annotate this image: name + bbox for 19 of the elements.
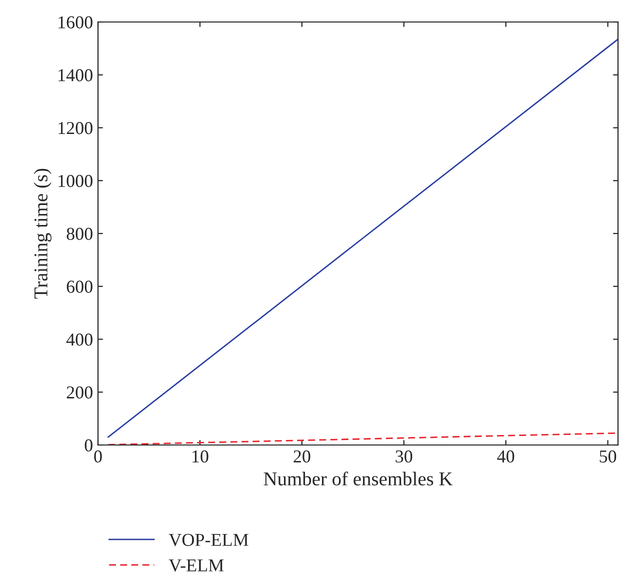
y-tick-label: 1200 <box>58 122 92 134</box>
x-tick-label: 20 <box>294 450 310 463</box>
x-tick-label: 40 <box>497 450 514 463</box>
x-tick-label: 0 <box>94 450 102 463</box>
y-tick-label: 1400 <box>58 69 92 82</box>
y-tick-label: 600 <box>66 280 92 293</box>
y-tick-label: 200 <box>66 386 92 399</box>
x-tick-label: 10 <box>192 450 208 463</box>
y-tick-label: 1600 <box>58 16 92 28</box>
x-tick-label: 50 <box>600 450 616 463</box>
x-tick-label: 30 <box>396 450 412 463</box>
x-axis-title: Number of ensembles K <box>264 472 453 486</box>
y-tick-label: 0 <box>84 439 92 452</box>
y-tick-label: 400 <box>66 334 92 346</box>
y-tick-label: 800 <box>66 228 92 240</box>
y-tick-label: 1000 <box>58 174 92 188</box>
y-axis-title: Training time (s) <box>34 168 52 299</box>
legend-label: VOP-ELM <box>168 534 248 546</box>
legend-label: V-ELM <box>168 559 224 572</box>
